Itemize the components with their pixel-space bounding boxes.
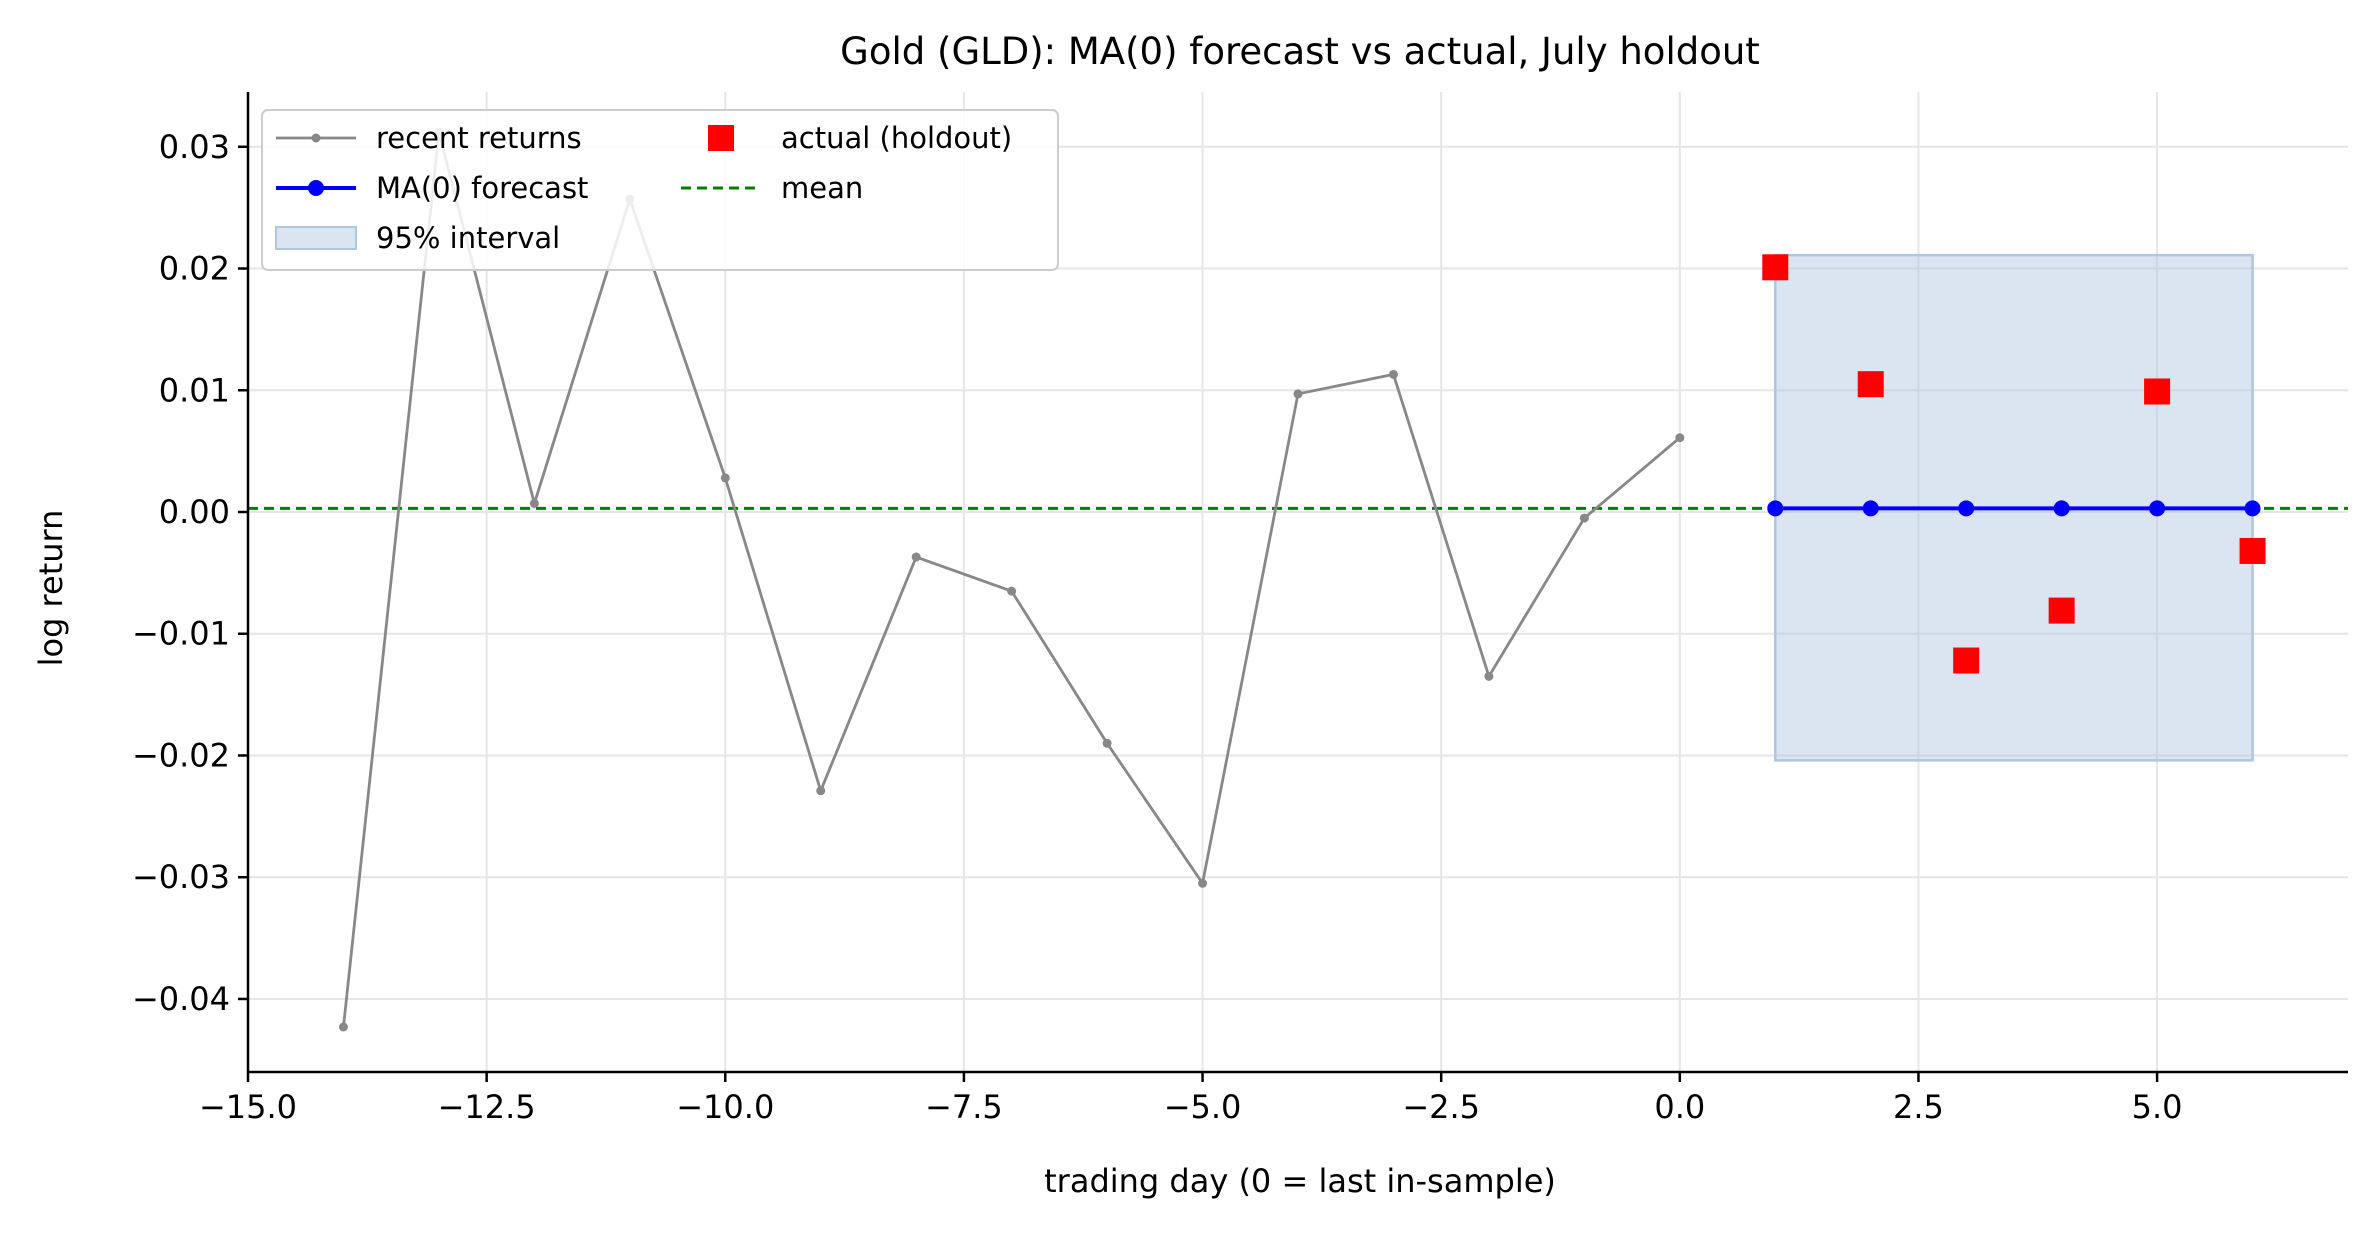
forecast-point bbox=[1767, 500, 1784, 517]
recent-return-point bbox=[1579, 513, 1589, 523]
y-tick-label: −0.03 bbox=[132, 858, 230, 896]
y-tick-label: −0.01 bbox=[132, 615, 230, 653]
legend-label: actual (holdout) bbox=[781, 121, 1012, 155]
legend: recent returns MA(0) forecast 95% interval… bbox=[261, 109, 1059, 271]
actual-point bbox=[1953, 647, 1980, 674]
actual-point bbox=[2144, 378, 2171, 405]
x-tick-label: −10.0 bbox=[676, 1088, 774, 1126]
recent-return-point bbox=[1102, 738, 1112, 748]
x-axis-label: trading day (0 = last in-sample) bbox=[1044, 1162, 1556, 1200]
y-tick-label: 0.03 bbox=[159, 128, 230, 166]
y-axis-label: log return bbox=[32, 510, 70, 667]
forecast-point bbox=[2053, 500, 2070, 517]
legend-marker-handle bbox=[311, 133, 321, 143]
y-tick-label: −0.02 bbox=[132, 736, 230, 774]
axes bbox=[246, 92, 2348, 1074]
recent-return-point bbox=[720, 473, 730, 483]
y-tick-label: −0.04 bbox=[132, 980, 230, 1018]
forecast-point bbox=[2149, 500, 2166, 517]
actual-point bbox=[1762, 254, 1789, 281]
legend-patch-handle bbox=[275, 226, 357, 250]
actual-point bbox=[1857, 371, 1884, 398]
legend-marker-handle bbox=[708, 125, 734, 151]
recent-return-point bbox=[1675, 433, 1685, 443]
actual-point bbox=[2048, 597, 2075, 624]
series-layer bbox=[338, 127, 2266, 1032]
gridlines bbox=[247, 92, 2348, 1072]
x-tick-label: −2.5 bbox=[1402, 1088, 1480, 1126]
x-tick-label: −5.0 bbox=[1164, 1088, 1242, 1126]
recent-return-point bbox=[911, 552, 921, 562]
y-tick-label: 0.01 bbox=[159, 371, 230, 409]
recent-return-point bbox=[1388, 369, 1398, 379]
x-tick-label: −7.5 bbox=[925, 1088, 1003, 1126]
forecast-point bbox=[1958, 500, 1975, 517]
legend-label: mean bbox=[781, 171, 863, 205]
chart-title: Gold (GLD): MA(0) forecast vs actual, Ju… bbox=[840, 30, 1760, 73]
legend-label: 95% interval bbox=[376, 221, 560, 255]
forecast-point bbox=[1862, 500, 1879, 517]
ticks: −15.0 −12.5 −10.0 −7.5 −5.0 −2.5 0.0 2.5 5.0 −0.0… bbox=[132, 128, 2183, 1126]
y-tick-label: 0.02 bbox=[159, 250, 230, 288]
y-tick-label: 0.00 bbox=[159, 493, 230, 531]
recent-return-point bbox=[1007, 586, 1017, 596]
recent-return-point bbox=[1293, 389, 1303, 399]
x-tick-label: 2.5 bbox=[1893, 1088, 1944, 1126]
recent-return-point bbox=[1484, 671, 1494, 681]
legend-label: MA(0) forecast bbox=[376, 171, 588, 205]
recent-return-point bbox=[816, 786, 826, 796]
recent-return-point bbox=[529, 498, 539, 508]
actual-point bbox=[2239, 537, 2266, 564]
recent-return-point bbox=[1198, 878, 1208, 888]
recent-return-point bbox=[338, 1022, 348, 1032]
x-tick-label: −12.5 bbox=[438, 1088, 536, 1126]
x-tick-label: 5.0 bbox=[2132, 1088, 2183, 1126]
legend-box bbox=[261, 109, 1059, 271]
legend-marker-handle bbox=[308, 180, 324, 196]
legend-label: recent returns bbox=[376, 121, 582, 155]
forecast-point bbox=[2244, 500, 2261, 517]
x-tick-label: 0.0 bbox=[1654, 1088, 1705, 1126]
x-tick-label: −15.0 bbox=[199, 1088, 297, 1126]
